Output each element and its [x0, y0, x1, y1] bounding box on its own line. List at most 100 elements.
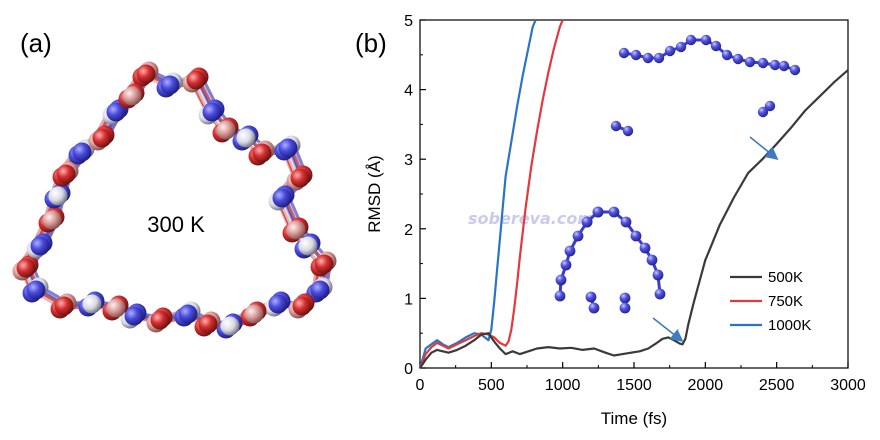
y-axis-label: RMSD (Å)	[365, 155, 384, 232]
snapshot-chain-fragments	[610, 34, 801, 137]
atom-sphere	[764, 100, 776, 112]
legend-label-750K: 750K	[768, 293, 803, 310]
ring-atom	[272, 188, 292, 208]
ring-atom	[298, 236, 318, 256]
atom-sphere	[653, 52, 665, 64]
ring-atom	[268, 294, 288, 314]
ring-atom	[82, 294, 102, 314]
atom-sphere	[592, 206, 604, 218]
ring-atom	[244, 304, 264, 324]
panel-b-rmsd-chart: (b) 0 1 2 3 4 5 0 500 1000 1500 2000 2500 3000 Time…	[355, 13, 866, 428]
ring-atom	[122, 86, 142, 106]
arrow-500k-transition	[652, 317, 684, 342]
atom-sphere	[732, 53, 744, 65]
atom-sphere	[654, 288, 666, 300]
atom-sphere	[700, 34, 712, 46]
ring-atom	[278, 138, 298, 158]
atom-sphere	[789, 64, 801, 76]
x-tick-label: 500	[478, 377, 505, 394]
atom-sphere	[618, 47, 630, 59]
atom-sphere	[585, 291, 597, 303]
ring-atom	[16, 258, 36, 278]
atom-sphere	[619, 302, 631, 314]
ring-structure	[12, 61, 337, 339]
series-lines	[418, 19, 849, 369]
series-line-750K	[418, 19, 564, 369]
ring-atom	[310, 280, 330, 300]
ring-atom	[26, 280, 46, 300]
ring-atom	[72, 142, 92, 162]
y-tick-label: 2	[404, 222, 413, 239]
x-tick-label: 3000	[830, 377, 866, 394]
x-axis-ticks: 0 500 1000 1500 2000 2500 3000	[416, 362, 866, 394]
atom-sphere	[652, 269, 664, 281]
ring-atom	[106, 298, 126, 318]
y-tick-label: 1	[404, 291, 413, 308]
atom-sphere	[721, 49, 733, 61]
ring-atom	[56, 164, 76, 184]
x-axis-label: Time (fs)	[601, 409, 667, 428]
ring-atom	[252, 143, 272, 163]
atom-sphere	[769, 59, 781, 71]
ring-atom	[220, 316, 240, 336]
atom-sphere	[675, 41, 687, 53]
temperature-label: 300 K	[147, 212, 205, 237]
atom-sphere	[757, 57, 769, 69]
plot-frame	[419, 19, 849, 369]
ring-atom	[314, 254, 334, 274]
ring-atom	[290, 168, 310, 188]
ring-atom	[286, 220, 306, 240]
atom-sphere	[588, 302, 600, 314]
ring-atom	[48, 186, 68, 206]
atom-sphere	[710, 40, 722, 52]
series-line-1000K	[418, 19, 537, 369]
watermark: sobereva.com	[468, 209, 594, 228]
atom-sphere	[619, 292, 631, 304]
panel-a-label: (a)	[20, 28, 52, 58]
y-tick-label: 0	[404, 361, 413, 378]
ring-atom	[106, 102, 126, 122]
x-tick-label: 0	[416, 377, 425, 394]
atom-sphere	[664, 45, 676, 57]
ring-atom	[202, 102, 222, 122]
atom-sphere	[554, 290, 566, 302]
ring-atom	[216, 120, 236, 140]
atom-sphere	[622, 125, 634, 137]
y-axis-ticks: 0 1 2 3 4 5	[404, 13, 426, 378]
x-tick-label: 1000	[545, 377, 581, 394]
ring-atom	[178, 304, 198, 324]
ring-atom	[186, 70, 206, 90]
ring-atom	[92, 128, 112, 148]
y-tick-label: 3	[404, 152, 413, 169]
series-line-500K	[419, 69, 849, 369]
panel-a-molecule: (a) 300 K	[12, 28, 337, 339]
ring-atom	[136, 64, 156, 84]
snapshot-arch-fragments	[554, 206, 666, 314]
atom-sphere	[757, 106, 769, 118]
panel-b-label: (b)	[355, 28, 387, 58]
ring-atom	[42, 210, 62, 230]
x-tick-label: 1500	[616, 377, 652, 394]
y-tick-label: 5	[404, 13, 413, 30]
atom-sphere	[564, 245, 576, 257]
atom-sphere	[555, 274, 567, 286]
ring-atom	[292, 296, 312, 316]
atom-sphere	[572, 230, 584, 242]
ring-atom	[30, 236, 50, 256]
y-tick-label: 4	[404, 83, 413, 100]
atom-sphere	[610, 120, 622, 132]
ring-atom	[150, 310, 170, 330]
atom-sphere	[630, 230, 642, 242]
ring-atom	[124, 306, 144, 326]
ring-atom	[160, 75, 180, 95]
ring-atom	[236, 128, 256, 148]
legend: 500K 750K 1000K	[730, 269, 811, 334]
ring-atom	[54, 296, 74, 316]
atom-sphere	[581, 216, 593, 228]
atom-sphere	[646, 254, 658, 266]
atom-sphere	[778, 60, 790, 72]
ring-atom	[198, 314, 218, 334]
atom-sphere	[639, 242, 651, 254]
legend-label-1000K: 1000K	[768, 317, 811, 334]
